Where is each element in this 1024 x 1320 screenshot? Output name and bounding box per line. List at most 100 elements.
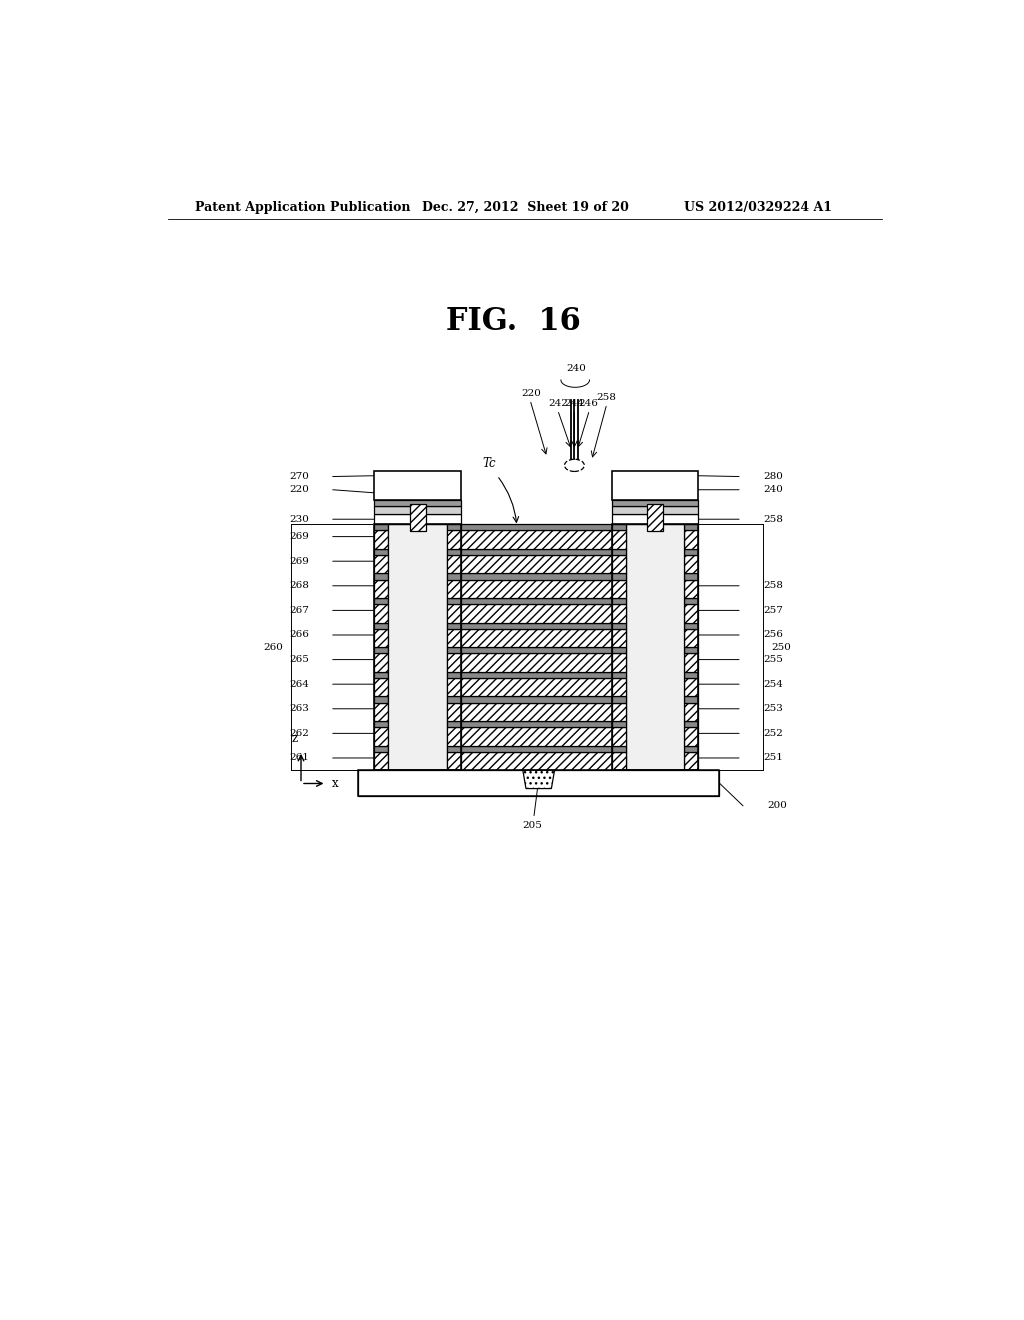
- Text: 269: 269: [289, 557, 309, 566]
- Bar: [612, 531, 627, 549]
- Bar: [684, 531, 697, 549]
- Bar: [388, 678, 684, 697]
- Bar: [612, 500, 697, 506]
- Bar: [647, 504, 663, 531]
- Bar: [612, 515, 697, 524]
- Bar: [612, 605, 627, 623]
- Bar: [374, 471, 461, 500]
- Bar: [388, 746, 684, 752]
- Bar: [374, 531, 388, 549]
- Text: Patent Application Publication: Patent Application Publication: [196, 201, 411, 214]
- Text: 257: 257: [763, 606, 782, 615]
- Bar: [447, 727, 461, 746]
- Bar: [447, 672, 461, 678]
- Text: 266: 266: [289, 631, 309, 639]
- Text: 256: 256: [763, 631, 782, 639]
- Text: 263: 263: [289, 705, 309, 713]
- Bar: [388, 647, 684, 653]
- Bar: [612, 752, 627, 771]
- Bar: [358, 771, 719, 796]
- Bar: [447, 598, 461, 605]
- Bar: [612, 721, 627, 727]
- Bar: [374, 500, 461, 506]
- Bar: [388, 549, 684, 554]
- Bar: [374, 598, 388, 605]
- Bar: [684, 573, 697, 579]
- Bar: [612, 672, 627, 678]
- Text: 230: 230: [289, 515, 309, 524]
- Bar: [388, 721, 684, 727]
- Bar: [612, 573, 627, 579]
- Bar: [374, 524, 461, 771]
- Text: 267: 267: [289, 606, 309, 615]
- Bar: [388, 628, 684, 647]
- Bar: [374, 702, 388, 721]
- Text: Dec. 27, 2012  Sheet 19 of 20: Dec. 27, 2012 Sheet 19 of 20: [422, 201, 629, 214]
- Bar: [374, 628, 388, 647]
- Bar: [388, 573, 684, 579]
- Bar: [447, 554, 461, 573]
- Bar: [410, 504, 426, 531]
- Text: 205: 205: [523, 783, 543, 830]
- Text: z: z: [292, 731, 298, 744]
- Bar: [374, 647, 388, 653]
- Bar: [374, 506, 461, 515]
- Bar: [447, 647, 461, 653]
- Bar: [612, 678, 627, 697]
- Bar: [447, 549, 461, 554]
- Bar: [374, 573, 388, 579]
- Bar: [447, 678, 461, 697]
- Text: Tc: Tc: [482, 457, 496, 470]
- Bar: [388, 702, 684, 721]
- Bar: [447, 628, 461, 647]
- Bar: [612, 524, 627, 531]
- Bar: [374, 721, 388, 727]
- Text: 242: 242: [549, 400, 568, 408]
- Bar: [374, 697, 388, 702]
- Bar: [388, 605, 684, 623]
- Bar: [388, 697, 684, 702]
- Bar: [374, 653, 388, 672]
- Bar: [374, 752, 388, 771]
- Text: x: x: [332, 777, 339, 789]
- Text: 246: 246: [579, 400, 599, 408]
- Bar: [612, 471, 697, 500]
- Bar: [684, 605, 697, 623]
- Bar: [612, 554, 627, 573]
- Bar: [388, 554, 684, 573]
- Bar: [447, 579, 461, 598]
- Text: 258: 258: [763, 581, 782, 590]
- Text: 270: 270: [289, 473, 309, 480]
- Bar: [447, 752, 461, 771]
- Bar: [374, 623, 388, 628]
- Text: 244: 244: [564, 400, 585, 408]
- Bar: [684, 678, 697, 697]
- Bar: [612, 746, 627, 752]
- Bar: [374, 605, 388, 623]
- Text: 220: 220: [289, 486, 309, 494]
- Text: 280: 280: [763, 473, 782, 480]
- Bar: [684, 697, 697, 702]
- Bar: [388, 524, 447, 771]
- Bar: [388, 531, 684, 549]
- Text: 268: 268: [289, 581, 309, 590]
- Bar: [612, 598, 627, 605]
- Bar: [447, 531, 461, 549]
- Bar: [627, 524, 684, 771]
- Text: 240: 240: [763, 486, 782, 494]
- Bar: [388, 672, 684, 678]
- Bar: [374, 524, 388, 531]
- Bar: [374, 746, 388, 752]
- Bar: [388, 579, 684, 598]
- Bar: [374, 678, 388, 697]
- Bar: [374, 727, 388, 746]
- Bar: [447, 653, 461, 672]
- Bar: [612, 549, 627, 554]
- Text: 264: 264: [289, 680, 309, 689]
- Bar: [447, 721, 461, 727]
- Bar: [684, 549, 697, 554]
- Bar: [612, 647, 627, 653]
- Text: 251: 251: [763, 754, 782, 763]
- Bar: [374, 579, 388, 598]
- Bar: [447, 697, 461, 702]
